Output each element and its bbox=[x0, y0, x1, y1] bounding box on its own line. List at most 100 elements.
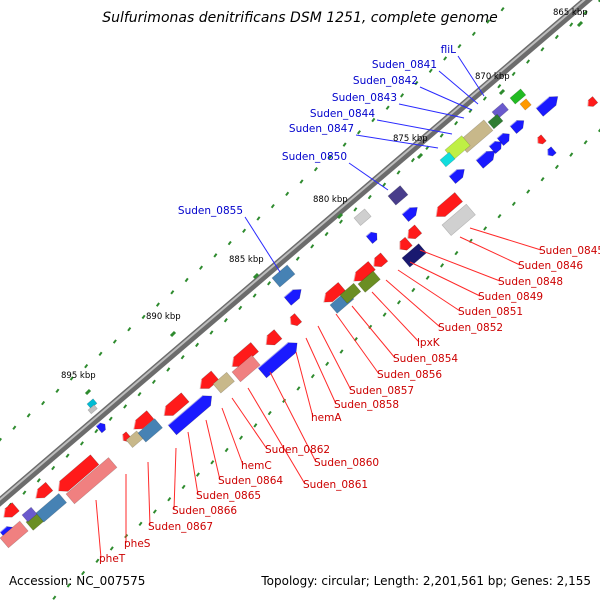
reverse-gene bbox=[3, 502, 20, 518]
feature-box bbox=[387, 185, 409, 206]
inner-ruler-dot bbox=[410, 157, 415, 163]
forward-gene-label: Suden_0850 bbox=[282, 151, 347, 163]
inner-ruler-dot bbox=[569, 22, 574, 27]
reverse-gene-bevel bbox=[132, 420, 137, 430]
feature-box bbox=[339, 282, 362, 304]
reverse-gene-bevel bbox=[406, 230, 409, 239]
forward-gene-bevel bbox=[401, 207, 410, 215]
forward-leader-line bbox=[419, 86, 473, 111]
feature-box bbox=[231, 354, 261, 383]
reverse-leader-line bbox=[317, 325, 352, 391]
kbp-tick-mark bbox=[498, 88, 506, 96]
upper-ruler-dot bbox=[371, 117, 376, 123]
inner-ruler-dot bbox=[94, 428, 99, 434]
forward-gene bbox=[283, 289, 302, 306]
reverse-gene-label: Suden_0861 bbox=[303, 479, 368, 491]
reverse-leader-line bbox=[371, 291, 420, 343]
upper-ruler-dot bbox=[285, 191, 290, 197]
inner-ruler-dot bbox=[166, 367, 171, 372]
kbp-tick-mark bbox=[84, 388, 92, 396]
inner-ruler-dot bbox=[382, 182, 387, 187]
kbp-tick-label: 875 kbp bbox=[393, 134, 428, 144]
reverse-gene bbox=[265, 329, 283, 346]
lower-ruler-dot bbox=[526, 189, 531, 194]
inner-ruler-dot bbox=[540, 47, 545, 52]
kbp-tick-mark bbox=[169, 330, 177, 338]
inner-ruler-dot bbox=[454, 120, 459, 126]
reverse-gene bbox=[547, 146, 557, 157]
reverse-gene-bevel bbox=[289, 317, 292, 325]
forward-gene-label: Suden_0841 bbox=[372, 59, 437, 71]
kbp-tick-label: 890 kbp bbox=[146, 312, 181, 322]
feature-box bbox=[0, 520, 29, 549]
forward-gene-bevel bbox=[283, 289, 293, 298]
forward-leader-line bbox=[348, 162, 389, 191]
forward-leader-line bbox=[398, 103, 465, 119]
kbp-tick-label: 885 kbp bbox=[229, 255, 264, 265]
upper-ruler-dot bbox=[199, 265, 204, 270]
inner-ruler-dot bbox=[209, 330, 214, 335]
upper-ruler-dot bbox=[299, 179, 304, 184]
reverse-leader-line bbox=[419, 249, 501, 282]
reverse-gene-label: Suden_0856 bbox=[377, 369, 442, 381]
kbp-tick-label: 880 kbp bbox=[313, 195, 348, 205]
reverse-gene-bevel bbox=[57, 481, 61, 492]
reverse-gene-bevel bbox=[199, 379, 203, 389]
reverse-gene-label: hemC bbox=[241, 460, 272, 472]
inner-ruler-dot bbox=[597, 0, 600, 3]
upper-ruler-dot bbox=[443, 56, 448, 61]
inner-ruler-dot bbox=[367, 194, 372, 200]
reverse-gene-label: Suden_0860 bbox=[314, 457, 379, 469]
upper-ruler-dot bbox=[356, 130, 361, 135]
lower-ruler-dot bbox=[325, 361, 330, 367]
lower-ruler-dot bbox=[382, 312, 387, 317]
inner-ruler-dot bbox=[22, 490, 27, 495]
upper-ruler-dot bbox=[213, 253, 218, 258]
lower-ruler-dot bbox=[109, 546, 114, 551]
forward-gene-label: fliL bbox=[441, 44, 457, 56]
inner-ruler-dot bbox=[497, 84, 502, 89]
upper-ruler-dot bbox=[127, 327, 132, 332]
reverse-gene-bevel bbox=[435, 207, 439, 217]
lower-ruler-dot bbox=[253, 423, 258, 428]
topology-text: Topology: circular; Length: 2,201,561 bp… bbox=[261, 574, 591, 588]
inner-ruler-dot bbox=[223, 318, 228, 323]
reverse-gene-label: hemA bbox=[311, 412, 342, 424]
forward-gene-bevel bbox=[95, 422, 101, 427]
kbp-tick-mark bbox=[252, 272, 260, 280]
inner-ruler-dot bbox=[252, 293, 257, 298]
reverse-leader-line bbox=[205, 419, 221, 481]
upper-ruler-dot bbox=[155, 302, 160, 307]
reverse-leader-line bbox=[187, 431, 199, 496]
reverse-gene-bevel bbox=[352, 272, 357, 282]
kbp-tick-mark bbox=[416, 152, 424, 160]
forward-leader-line bbox=[376, 119, 453, 135]
feature-box bbox=[509, 88, 527, 105]
lower-ruler-dot bbox=[597, 128, 600, 133]
reverse-gene-bevel bbox=[372, 258, 375, 267]
kbp-tick-label: 870 kbp bbox=[475, 72, 510, 82]
upper-ruler-dot bbox=[270, 203, 275, 209]
upper-ruler-dot bbox=[184, 277, 189, 283]
reverse-gene-label: Suden_0849 bbox=[478, 291, 543, 303]
inner-ruler-dot bbox=[137, 391, 142, 397]
label-leader-lines bbox=[95, 55, 542, 559]
lower-ruler-dot bbox=[181, 484, 186, 490]
reverse-gene-bevel bbox=[34, 489, 39, 499]
genome-title: Sulfurimonas denitrificans DSM 1251, com… bbox=[102, 10, 498, 26]
reverse-leader-line bbox=[95, 499, 102, 559]
inner-ruler-dot bbox=[310, 244, 315, 249]
reverse-gene-label: Suden_0845 bbox=[539, 245, 600, 257]
upper-ruler-dot bbox=[170, 290, 175, 295]
upper-ruler-dot bbox=[227, 240, 232, 246]
upper-ruler-dot bbox=[69, 376, 74, 381]
lower-ruler-dot bbox=[81, 570, 86, 576]
forward-gene bbox=[401, 207, 418, 223]
feature-box bbox=[21, 506, 38, 523]
reverse-gene-label: Suden_0852 bbox=[438, 322, 503, 334]
inner-ruler-dot bbox=[324, 231, 329, 237]
reverse-leader-line bbox=[459, 236, 521, 266]
lower-ruler-dot bbox=[583, 140, 588, 145]
forward-gene bbox=[475, 150, 496, 169]
feature-box bbox=[357, 270, 381, 293]
